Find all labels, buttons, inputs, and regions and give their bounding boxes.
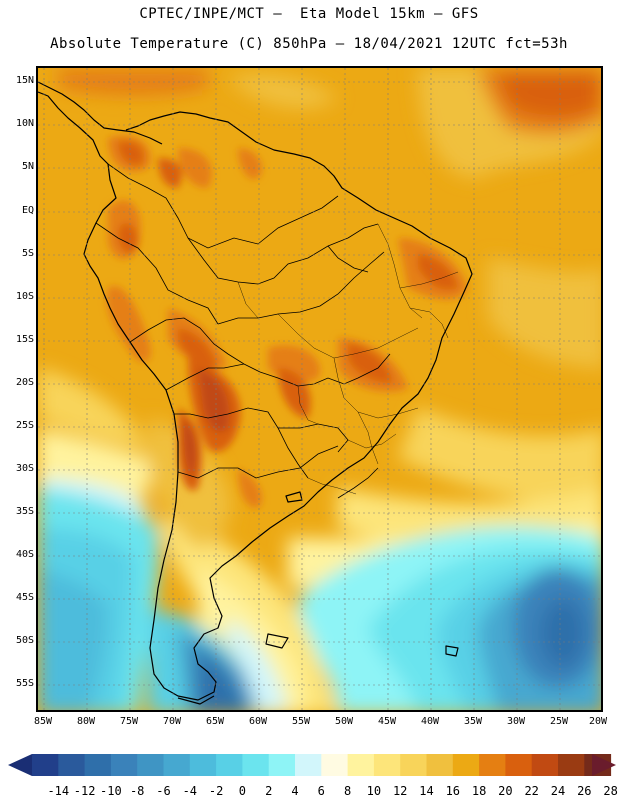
colorbar-swatch [531, 754, 559, 776]
lat-label-eq: EQ [21, 205, 34, 216]
lat-label-10n: 10N [15, 118, 34, 129]
lon-label-25w: 25W [549, 716, 569, 727]
colorbar-swatch [84, 754, 112, 776]
colorbar-tick-label: -10 [100, 784, 122, 798]
lon-label-50w: 50W [334, 716, 354, 727]
lon-label-35w: 35W [463, 716, 483, 727]
temperature-field [38, 68, 601, 710]
country-borders [95, 163, 391, 499]
lat-label-40s: 40S [15, 549, 34, 560]
colorbar-tick-label: 10 [366, 784, 382, 798]
colorbar-swatch [295, 754, 322, 776]
colorbar-under-arrow [8, 754, 32, 776]
lat-label-25s: 25S [15, 420, 34, 431]
colorbar-tick-label: 16 [445, 784, 461, 798]
colorbar [8, 754, 616, 776]
lat-label-55s: 55S [15, 678, 34, 689]
lat-label-15n: 15N [15, 75, 34, 86]
lat-label-30s: 30S [15, 463, 34, 474]
coastlines [38, 81, 473, 705]
colorbar-tick-label: 22 [524, 784, 539, 798]
colorbar-tick-label: -2 [208, 784, 224, 798]
colorbar-swatch [400, 754, 427, 776]
lon-label-80w: 80W [76, 716, 96, 727]
colorbar-tick-label: 4 [291, 784, 299, 798]
colorbar-swatch [242, 754, 270, 776]
lon-label-30w: 30W [506, 716, 526, 727]
chart-title: CPTEC/INPE/MCT – Eta Model 15km – GFS [139, 6, 479, 22]
lon-label-85w: 85W [33, 716, 53, 727]
colorbar-swatch [137, 754, 164, 776]
colorbar-tick-label: -4 [182, 784, 198, 798]
colorbar-swatch [373, 754, 401, 776]
colorbar-tick-label: -8 [129, 784, 145, 798]
colorbar-tick-label: 14 [419, 784, 434, 798]
colorbar-tick-label: -12 [73, 784, 96, 798]
colorbar-tick-label: 28 [603, 784, 618, 798]
colorbar-tick-label: 20 [498, 784, 513, 798]
state-borders [237, 223, 459, 495]
lat-label-5s: 5S [21, 248, 34, 259]
lat-label-15s: 15S [15, 334, 34, 345]
colorbar-swatch [505, 754, 533, 776]
colorbar-swatch [426, 754, 454, 776]
colorbar-swatch [268, 754, 296, 776]
lon-label-60w: 60W [248, 716, 268, 727]
chart-subtitle: Absolute Temperature (C) 850hPa – 18/04/… [50, 36, 568, 52]
colorbar-swatch [479, 754, 506, 776]
colorbar-swatch [321, 754, 349, 776]
lon-label-40w: 40W [420, 716, 440, 727]
temperature-map [38, 68, 601, 710]
lon-label-75w: 75W [119, 716, 139, 727]
colorbar-tick-label: 24 [550, 784, 566, 798]
lat-label-10s: 10S [15, 291, 34, 302]
lat-label-50s: 50S [15, 635, 34, 646]
lat-label-5n: 5N [21, 161, 34, 172]
colorbar-over-arrow [592, 754, 616, 776]
colorbar-tick-label: 18 [471, 784, 487, 798]
colorbar-swatch [189, 754, 217, 776]
lat-label-35s: 35S [15, 506, 34, 517]
colorbar-tick-label: 12 [392, 784, 408, 798]
colorbar-swatch [58, 754, 86, 776]
colorbar-swatch [452, 754, 480, 776]
colorbar-swatch [110, 754, 138, 776]
colorbar-swatch [347, 754, 375, 776]
colorbar-tick-label: -14 [47, 784, 70, 798]
colorbar-swatch [163, 754, 191, 776]
lon-label-65w: 65W [205, 716, 225, 727]
lat-label-45s: 45S [15, 592, 34, 603]
colorbar-tick-label: 0 [238, 784, 246, 798]
colorbar-tick-label: 2 [265, 784, 273, 798]
lon-label-45w: 45W [377, 716, 397, 727]
colorbar-swatch [32, 754, 59, 776]
colorbar-tick-label: 8 [343, 784, 352, 798]
colorbar-swatch [558, 754, 585, 776]
colorbar-tick-label: -6 [156, 784, 171, 798]
colorbar-swatch [216, 754, 243, 776]
map-panel[interactable] [36, 66, 603, 712]
lon-label-55w: 55W [291, 716, 311, 727]
lat-label-20s: 20S [15, 377, 34, 388]
lon-label-70w: 70W [162, 716, 182, 727]
colorbar-tick-label: 26 [577, 784, 592, 798]
colorbar-tick-label: 6 [317, 784, 325, 798]
lon-label-20w: 20W [588, 716, 608, 727]
